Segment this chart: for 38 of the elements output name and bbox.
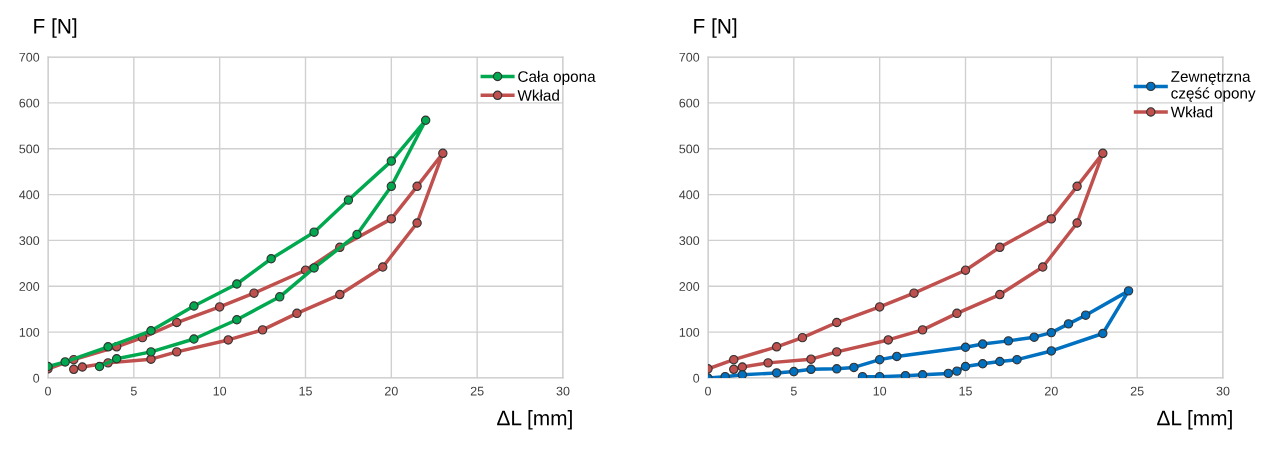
- x-tick-label: 5: [790, 386, 797, 396]
- x-tick-label: 25: [1130, 386, 1144, 396]
- x-tick-label: 10: [213, 386, 227, 396]
- y-tick-label: 700: [679, 52, 700, 62]
- x-tick-label: 30: [556, 386, 570, 396]
- y-tick-label: 100: [19, 327, 40, 337]
- legend-label: Zewnętrzna część opony: [1171, 71, 1256, 102]
- y-tick-label: 600: [19, 98, 40, 108]
- y-tick-label: 0: [33, 373, 40, 383]
- y-tick-label: 500: [679, 144, 700, 154]
- y-tick-label: 700: [19, 52, 40, 62]
- x-axis-title: ΔL [mm]: [1157, 410, 1232, 430]
- y-tick-label: 200: [19, 282, 40, 291]
- legend-label: Wkład: [1170, 106, 1213, 118]
- y-tick-label: 300: [19, 236, 40, 246]
- x-tick-label: 20: [1045, 386, 1058, 396]
- x-tick-label: 10: [873, 386, 887, 396]
- y-tick-label: 400: [19, 190, 40, 200]
- y-tick-label: 600: [679, 98, 700, 108]
- y-axis-title: F [N]: [34, 18, 77, 38]
- x-tick-label: 30: [1216, 386, 1230, 396]
- y-axis-title: F [N]: [694, 18, 737, 38]
- x-tick-label: 0: [705, 386, 711, 396]
- x-axis-title: ΔL [mm]: [497, 410, 572, 430]
- x-tick-label: 25: [470, 386, 484, 396]
- y-tick-label: 200: [679, 282, 700, 291]
- legend-label: Cała opona: [518, 70, 596, 85]
- y-tick-label: 500: [19, 144, 40, 154]
- y-tick-label: 100: [679, 327, 700, 337]
- y-tick-label: 400: [679, 190, 700, 200]
- x-tick-label: 15: [959, 386, 972, 396]
- y-tick-label: 300: [679, 236, 700, 246]
- x-tick-label: 15: [299, 386, 312, 396]
- x-tick-label: 0: [45, 386, 51, 396]
- x-tick-label: 20: [385, 386, 398, 396]
- legend-label: Wkład: [517, 89, 559, 101]
- y-tick-label: 0: [693, 373, 700, 383]
- x-tick-label: 5: [130, 386, 137, 396]
